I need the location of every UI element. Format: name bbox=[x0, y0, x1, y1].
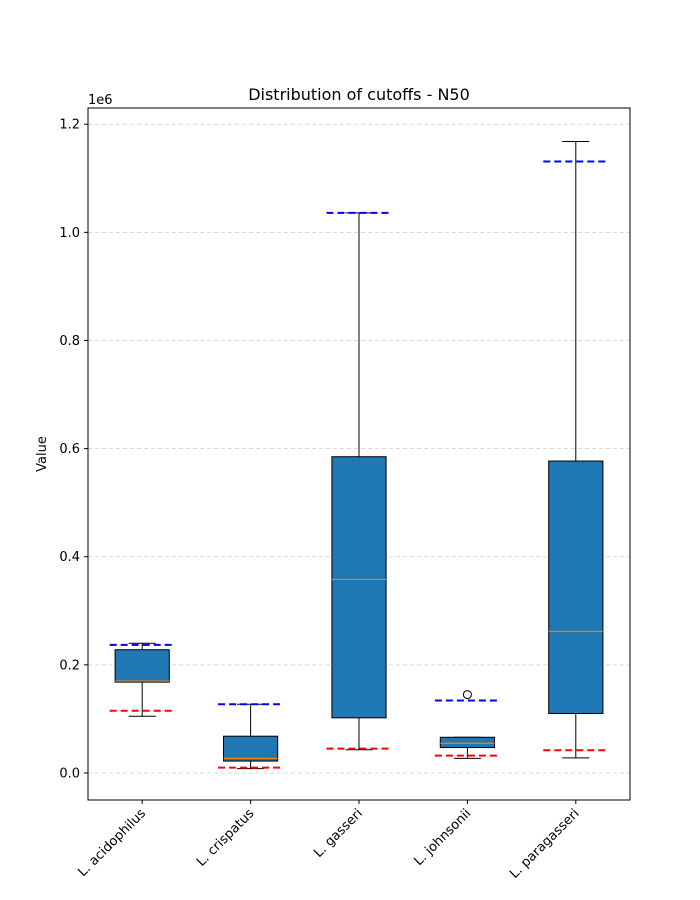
y-tick-label: 0.6 bbox=[59, 442, 80, 457]
x-tick-label: L. gasseri bbox=[311, 806, 366, 861]
y-tick-label: 0.0 bbox=[59, 766, 80, 781]
y-tick-label: 1.2 bbox=[59, 118, 80, 133]
iqr-box bbox=[223, 735, 279, 762]
box-group bbox=[331, 212, 387, 751]
y-tick-label: 0.8 bbox=[59, 334, 80, 349]
x-tick-label: L. crispatus bbox=[194, 806, 258, 870]
y-tick-label: 0.4 bbox=[59, 550, 80, 565]
y-tick-label: 0.2 bbox=[59, 658, 80, 673]
grid-layer bbox=[88, 123, 630, 774]
iqr-box bbox=[114, 649, 170, 683]
chart-title: Distribution of cutoffs - N50 bbox=[248, 85, 470, 104]
box-group bbox=[439, 690, 495, 759]
x-tick-label: L. acidophilus bbox=[75, 806, 149, 880]
iqr-box bbox=[331, 456, 387, 719]
y-tick-label: 1.0 bbox=[59, 226, 80, 241]
iqr-box bbox=[439, 736, 495, 749]
box-group bbox=[548, 141, 604, 759]
y-axis-scale-label: 1e6 bbox=[88, 93, 113, 108]
iqr-box bbox=[548, 460, 604, 715]
box-group bbox=[223, 703, 279, 770]
y-axis-label: Value bbox=[35, 436, 50, 472]
box-layer bbox=[114, 141, 604, 770]
outlier-point bbox=[462, 690, 472, 700]
box-group bbox=[114, 642, 170, 717]
x-tick-label: L. paragasseri bbox=[507, 806, 582, 881]
x-tick-label: L. johnsonii bbox=[411, 806, 474, 869]
